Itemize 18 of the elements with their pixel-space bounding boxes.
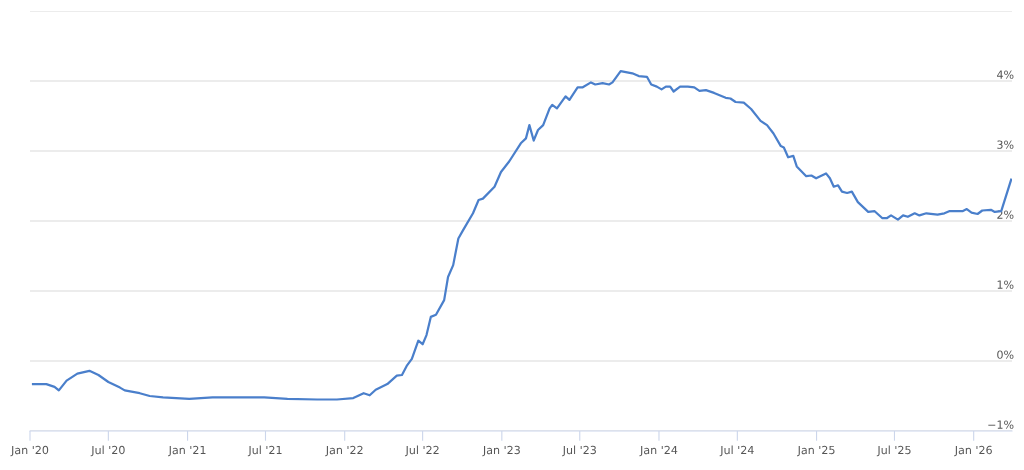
x-tick-label: Jan '22: [325, 445, 363, 457]
x-tick-label: Jul '24: [719, 445, 754, 457]
x-tick-label: Jul '23: [562, 445, 596, 457]
x-tick-label: Jul '21: [247, 445, 282, 457]
y-tick-label: 3%: [997, 140, 1014, 149]
x-tick-label: Jul '20: [90, 445, 125, 457]
x-tick-label: Jan '26: [954, 445, 992, 457]
y-tick-label: −1%: [988, 420, 1014, 429]
x-tick-label: Jan '25: [797, 445, 835, 457]
y-tick-label: 0%: [997, 350, 1014, 359]
x-tick-label: Jul '22: [404, 445, 439, 457]
x-tick-label: Jan '20: [10, 445, 49, 457]
x-tick-label: Jan '24: [639, 445, 678, 457]
y-tick-label: 1%: [997, 280, 1014, 289]
x-tick-label: Jan '23: [482, 445, 520, 457]
y-tick-label: 4%: [997, 70, 1014, 79]
x-tick-label: Jan '21: [168, 445, 206, 457]
x-tick-label: Jul '25: [876, 445, 911, 457]
